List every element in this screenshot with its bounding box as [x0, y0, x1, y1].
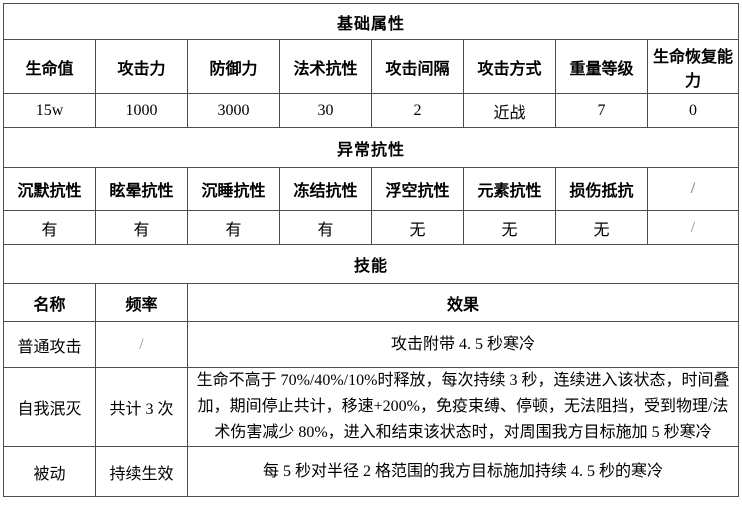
skill-row-passive: 被动 持续生效 每 5 秒对半径 2 格范围的我方目标施加持续 4. 5 秒的寒… [3, 446, 740, 497]
section-abnormal-resist: 异常抗性 [2, 127, 740, 168]
abnormal-header-row: 沉默抗性 眩晕抗性 沉睡抗性 冻结抗性 浮空抗性 元素抗性 损伤抵抗 / [3, 167, 740, 211]
skill-effect-cell: 攻击附带 4. 5 秒寒冷 [186, 321, 740, 368]
value-res: 30 [279, 93, 372, 128]
header-atk-type: 攻击方式 [463, 39, 556, 94]
abnormal-value-row: 有 有 有 有 无 无 无 / [3, 210, 740, 245]
skill-frequency-cell: / [95, 321, 188, 368]
value-weight: 7 [555, 93, 648, 128]
basic-value-row: 15w 1000 3000 30 2 近战 7 0 [3, 93, 740, 128]
value-levitate-resist: 无 [371, 210, 464, 245]
header-elemental-resist: 元素抗性 [463, 167, 556, 211]
header-placeholder-slash: / [646, 167, 740, 211]
header-atk-interval: 攻击间隔 [371, 39, 464, 94]
header-freeze-resist: 冻结抗性 [279, 167, 372, 211]
header-weight: 重量等级 [555, 39, 648, 94]
header-skill-frequency: 频率 [95, 283, 188, 322]
skill-name-cell: 被动 [3, 446, 96, 497]
section-title-abnormal: 异常抗性 [2, 127, 740, 168]
skills-header-row: 名称 频率 效果 [3, 283, 740, 322]
skill-frequency-cell: 共计 3 次 [95, 367, 188, 447]
value-atk-type: 近战 [463, 93, 556, 128]
value-placeholder-slash: / [646, 210, 740, 245]
header-levitate-resist: 浮空抗性 [371, 167, 464, 211]
value-elemental-resist: 无 [463, 210, 556, 245]
value-def: 3000 [187, 93, 280, 128]
section-skills: 技能 [2, 244, 740, 284]
basic-header-row: 生命值 攻击力 防御力 法术抗性 攻击间隔 攻击方式 重量等级 生命恢复能力 [3, 39, 740, 94]
header-damage-resist: 损伤抵抗 [555, 167, 648, 211]
value-sleep-resist: 有 [187, 210, 280, 245]
value-atk: 1000 [95, 93, 188, 128]
header-hp: 生命值 [3, 39, 96, 94]
header-res: 法术抗性 [279, 39, 372, 94]
skill-frequency-cell: 持续生效 [95, 446, 188, 497]
section-basic-attributes: 基础属性 [2, 3, 740, 40]
value-atk-interval: 2 [371, 93, 464, 128]
header-stun-resist: 眩晕抗性 [95, 167, 188, 211]
value-stun-resist: 有 [95, 210, 188, 245]
skill-row-normal-attack: 普通攻击 / 攻击附带 4. 5 秒寒冷 [3, 321, 740, 368]
header-sleep-resist: 沉睡抗性 [187, 167, 280, 211]
value-hp-regen: 0 [646, 93, 740, 128]
header-silence-resist: 沉默抗性 [3, 167, 96, 211]
header-hp-regen: 生命恢复能力 [646, 39, 740, 94]
skill-name-cell: 普通攻击 [3, 321, 96, 368]
section-title-skills: 技能 [2, 244, 740, 284]
skill-row-self-destruct: 自我泯灭 共计 3 次 生命不高于 70%/40%/10%时释放，每次持续 3 … [3, 367, 740, 447]
skill-name-cell: 自我泯灭 [3, 367, 96, 447]
value-hp: 15w [3, 93, 96, 128]
skill-effect-cell: 生命不高于 70%/40%/10%时释放，每次持续 3 秒，连续进入该状态，时间… [186, 367, 740, 447]
value-freeze-resist: 有 [279, 210, 372, 245]
header-skill-effect: 效果 [186, 283, 740, 322]
section-title-basic: 基础属性 [2, 3, 740, 40]
skill-effect-cell: 每 5 秒对半径 2 格范围的我方目标施加持续 4. 5 秒的寒冷 [186, 446, 740, 497]
header-atk: 攻击力 [95, 39, 188, 94]
value-damage-resist: 无 [555, 210, 648, 245]
value-silence-resist: 有 [3, 210, 96, 245]
header-skill-name: 名称 [3, 283, 96, 322]
enemy-stats-table: 基础属性 生命值 攻击力 防御力 法术抗性 攻击间隔 攻击方式 重量等级 生命恢… [2, 3, 740, 497]
header-def: 防御力 [187, 39, 280, 94]
